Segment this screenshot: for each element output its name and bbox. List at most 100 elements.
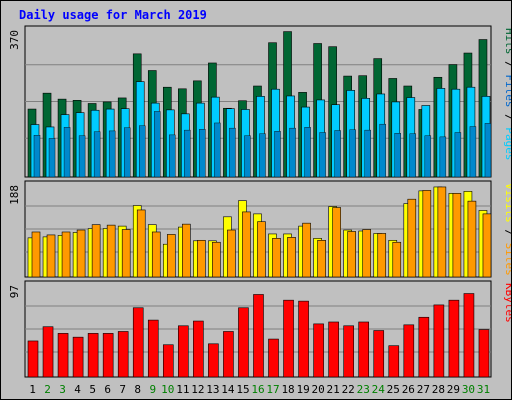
- kbytes-bar: [448, 299, 460, 378]
- files-bar: [63, 127, 71, 178]
- files-bar: [349, 129, 356, 178]
- files-bar: [439, 136, 447, 178]
- files-bar: [259, 133, 266, 178]
- legend-separator: /: [503, 108, 511, 128]
- files-bar: [334, 130, 341, 178]
- kbytes-bar: [42, 326, 54, 378]
- files-bar: [484, 123, 492, 178]
- day-label-9: 9: [149, 383, 156, 396]
- sites-legend-label: Sites: [503, 243, 511, 276]
- kbytes-bar: [403, 324, 415, 378]
- day-label-12: 12: [191, 383, 204, 396]
- sites-bar: [61, 231, 71, 278]
- sites-bar: [31, 231, 41, 278]
- day-label-23: 23: [357, 383, 370, 396]
- sites-bar: [106, 224, 116, 278]
- kbytes-bar: [87, 333, 99, 378]
- sites-bar: [302, 222, 311, 278]
- day-label-6: 6: [104, 383, 111, 396]
- files-bar: [123, 127, 131, 178]
- day-label-13: 13: [206, 383, 219, 396]
- files-bar: [244, 135, 251, 178]
- sites-bar: [467, 200, 477, 278]
- day-label-7: 7: [119, 383, 126, 396]
- kbytes-bar: [57, 333, 69, 378]
- day-label-25: 25: [387, 383, 400, 396]
- kbytes-legend-label: KBytes: [503, 283, 511, 323]
- files-legend-label: Files: [503, 74, 511, 107]
- legend-separator: /: [503, 55, 511, 75]
- day-label-4: 4: [74, 383, 81, 396]
- files-bar: [169, 134, 176, 178]
- day-label-11: 11: [176, 383, 189, 396]
- sites-bar: [482, 213, 492, 278]
- files-bar: [319, 132, 326, 178]
- files-bar: [214, 122, 221, 178]
- legend-separator: /: [503, 223, 511, 243]
- kbytes-bar: [298, 300, 309, 378]
- kbytes-bar: [343, 325, 354, 378]
- files-bar: [139, 125, 146, 178]
- files-bar: [424, 135, 432, 178]
- files-bar: [229, 127, 236, 178]
- day-label-14: 14: [221, 383, 235, 396]
- sites-bar: [151, 231, 161, 278]
- kbytes-bar: [478, 329, 490, 378]
- sites-bar: [76, 229, 86, 278]
- kbytes-bar: [72, 336, 84, 378]
- day-label-10: 10: [161, 383, 174, 396]
- day-label-24: 24: [372, 383, 386, 396]
- sites-bar: [332, 207, 341, 278]
- day-label-1: 1: [29, 383, 36, 396]
- kbytes-bar: [162, 344, 174, 378]
- day-label-26: 26: [402, 383, 415, 396]
- kbytes-bar: [418, 316, 430, 378]
- files-bar: [93, 131, 101, 178]
- sites-bar: [91, 224, 101, 278]
- kbytes-bar: [253, 294, 264, 378]
- kbytes-bar: [283, 299, 294, 378]
- sites-bar: [392, 241, 402, 278]
- files-bar: [379, 123, 386, 178]
- files-bar: [199, 129, 206, 178]
- day-label-17: 17: [266, 383, 279, 396]
- sites-bar: [136, 209, 146, 278]
- hits-legend-label: Hits: [503, 28, 511, 55]
- day-label-3: 3: [59, 383, 66, 396]
- kbytes-bar: [132, 307, 144, 378]
- kbytes-bar: [27, 340, 39, 378]
- sites-bar: [166, 234, 176, 278]
- sites-bar: [242, 211, 251, 278]
- kbytes-bar: [193, 320, 204, 378]
- kbytes-bar: [223, 331, 234, 378]
- files-bar: [409, 133, 417, 178]
- sites-bar: [46, 234, 56, 278]
- day-label-29: 29: [447, 383, 460, 396]
- kbytes-bar: [102, 333, 114, 378]
- day-label-22: 22: [342, 383, 355, 396]
- panel-3-axis-legend: KBytes: [503, 283, 511, 323]
- day-label-31: 31: [477, 383, 490, 396]
- panel-3-ymax-label: 97: [8, 285, 21, 298]
- files-bar: [108, 130, 116, 178]
- files-bar: [394, 133, 401, 178]
- day-label-21: 21: [327, 383, 340, 396]
- panel-1-axis-legend: Hits / Files / Pages: [503, 28, 511, 161]
- chart-title: Daily usage for March 2019: [19, 8, 207, 22]
- kbytes-bar: [238, 307, 249, 378]
- kbytes-bar: [178, 325, 189, 378]
- day-label-8: 8: [134, 383, 141, 396]
- day-label-20: 20: [312, 383, 325, 396]
- day-label-2: 2: [44, 383, 51, 396]
- kbytes-bar: [358, 321, 370, 378]
- sites-bar: [407, 198, 417, 278]
- day-label-16: 16: [251, 383, 264, 396]
- files-bar: [469, 126, 477, 178]
- sites-bar: [437, 186, 447, 278]
- files-bar: [289, 127, 296, 178]
- kbytes-bar: [388, 345, 400, 378]
- kbytes-bar: [373, 330, 385, 378]
- files-bar: [274, 131, 281, 178]
- files-bar: [454, 132, 462, 178]
